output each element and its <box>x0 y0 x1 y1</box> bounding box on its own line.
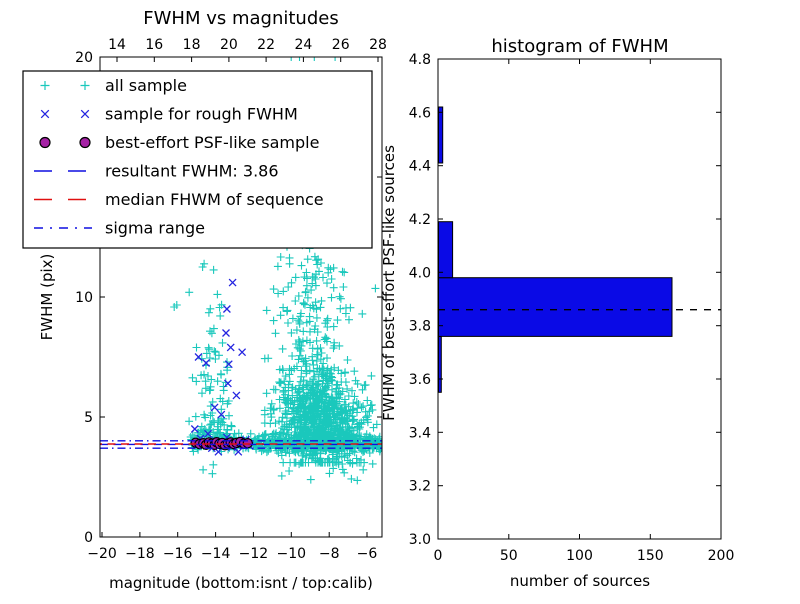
x-axis-tick-label: −18 <box>125 546 155 562</box>
legend-cross-marker-icon <box>40 109 50 119</box>
hist-y-axis-tick-label: 4.6 <box>409 105 431 121</box>
legend-box: all sample sample for rough FWHM best-effo… <box>22 70 373 249</box>
top-axis-tick-label: 16 <box>145 37 163 53</box>
legend-entry: sigma range <box>34 219 205 238</box>
hist-x-axis-tick-label: 50 <box>500 548 518 564</box>
hist-y-axis-tick-label: 4.2 <box>409 212 431 228</box>
scatter-point-psf-like <box>242 438 253 449</box>
y-axis-tick-label: 5 <box>84 410 93 426</box>
left-plot: −20 −18 −16 −14 −12 −10 −8 −6 14 16 18 20 22 24 26 28 0 5… <box>38 8 387 592</box>
top-axis-tick-label: 24 <box>294 37 312 53</box>
x-axis-tick-label: −10 <box>277 546 307 562</box>
legend-entry: all sample <box>40 76 187 95</box>
legend-entry-label: median FHWM of sequence <box>105 190 324 209</box>
x-axis-tick-label: −14 <box>201 546 231 562</box>
legend-entry: median FHWM of sequence <box>34 190 324 209</box>
top-axis-tick-label: 20 <box>220 37 238 53</box>
right-plot-xlabel: number of sources <box>510 572 650 590</box>
top-axis-tick-label: 14 <box>108 37 126 53</box>
hist-y-axis-tick-label: 4.0 <box>409 265 431 281</box>
legend-entry-label: all sample <box>105 76 187 95</box>
legend-entry: sample for rough FWHM <box>40 105 298 124</box>
legend-plus-marker-icon <box>40 81 50 90</box>
right-plot-ylabel: FWHM of best-effort PSF-like sources <box>380 145 398 421</box>
legend-entry-label: best-effort PSF-like sample <box>105 133 319 152</box>
hist-x-axis-tick-label: 0 <box>434 548 443 564</box>
left-plot-ylabel: FWHM (pix) <box>38 254 56 341</box>
left-plot-title: FWHM vs magnitudes <box>143 8 338 29</box>
legend-circle-marker-icon <box>79 136 91 149</box>
x-axis-tick-label: −8 <box>319 546 340 562</box>
histogram-bar <box>438 335 442 393</box>
hist-y-axis-tick-label: 3.4 <box>409 425 431 441</box>
histogram-bar <box>438 106 444 164</box>
x-axis-tick-label: −6 <box>357 546 378 562</box>
right-plot-title: histogram of FWHM <box>491 36 668 57</box>
x-axis-tick-label: −16 <box>163 546 193 562</box>
hist-x-axis-tick-label: 150 <box>637 548 664 564</box>
hist-y-axis-tick-label: 3.6 <box>409 372 431 388</box>
hist-x-axis-tick-label: 100 <box>566 548 593 564</box>
x-axis-tick-label: −12 <box>239 546 269 562</box>
legend-cross-marker-icon <box>80 109 90 119</box>
legend-entry: best-effort PSF-like sample <box>39 133 319 152</box>
legend-entry: resultant FWHM: 3.86 <box>34 162 279 181</box>
top-axis-tick-label: 28 <box>369 37 387 53</box>
histogram-bar <box>438 221 454 279</box>
right-plot: 0 50 100 150 200 3.0 3.2 3.4 3.6 3.8 4.0 4.2 4.4 4.6 4… <box>380 36 734 590</box>
y-axis-tick-label: 10 <box>75 290 93 306</box>
x-axis-tick-label: −20 <box>87 546 117 562</box>
legend-entry-label: sigma range <box>105 219 205 238</box>
hist-y-axis-tick-label: 4.4 <box>409 159 431 175</box>
top-axis-tick-label: 26 <box>332 37 350 53</box>
left-plot-xlabel: magnitude (bottom:isnt / top:calib) <box>109 574 373 592</box>
legend-entry-label: resultant FWHM: 3.86 <box>105 162 279 181</box>
legend-plus-marker-icon <box>80 81 90 90</box>
hist-y-axis-tick-label: 3.0 <box>409 532 431 548</box>
legend-entry-label: sample for rough FWHM <box>105 105 298 124</box>
histogram-bar <box>438 277 673 337</box>
hist-y-axis-tick-label: 4.8 <box>409 52 431 68</box>
hist-x-axis-tick-label: 200 <box>708 548 735 564</box>
legend-circle-marker-icon <box>39 136 51 149</box>
hist-y-axis-tick-label: 3.2 <box>409 479 431 495</box>
y-axis-tick-label: 0 <box>84 530 93 546</box>
y-axis-tick-label: 20 <box>75 50 93 66</box>
top-axis-tick-label: 18 <box>183 37 201 53</box>
top-axis-tick-label: 22 <box>257 37 275 53</box>
hist-y-axis-tick-label: 3.8 <box>409 319 431 335</box>
legend-frame <box>22 70 373 249</box>
